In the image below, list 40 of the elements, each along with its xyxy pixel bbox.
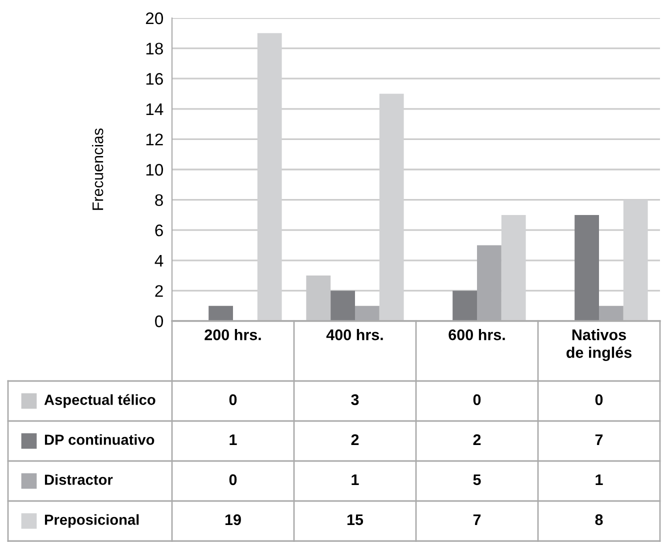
y-axis-title: Frecuencias xyxy=(92,128,104,210)
legend-label: DP continuativo xyxy=(44,434,154,445)
legend-label: Aspectual télico xyxy=(44,394,156,408)
y-tick-label: 14 xyxy=(146,103,164,115)
data-label: 15 xyxy=(347,514,364,526)
data-label: 1 xyxy=(230,434,237,445)
legend-label: Distractor xyxy=(44,474,113,485)
y-tick-label: 2 xyxy=(155,285,163,297)
y-tick-label: 12 xyxy=(146,134,163,146)
x-tick-label: 400 hrs. xyxy=(326,329,383,340)
data-label: 1 xyxy=(352,474,359,485)
x-tick-label: 200 hrs. xyxy=(204,329,261,340)
legend-label: Preposicional xyxy=(44,514,139,528)
bar xyxy=(330,290,355,321)
y-tick-label: 20 xyxy=(146,12,164,24)
y-tick-label: 10 xyxy=(146,164,164,176)
data-label: 2 xyxy=(473,434,481,445)
y-tick-label: 4 xyxy=(154,254,164,266)
y-tick-label: 16 xyxy=(146,73,163,85)
data-label: 19 xyxy=(225,514,241,526)
bar xyxy=(452,290,477,321)
data-label: 3 xyxy=(351,394,359,406)
y-tick-label: 0 xyxy=(155,315,164,328)
data-label: 5 xyxy=(473,474,481,486)
data-label: 0 xyxy=(229,474,237,486)
y-tick-label: 18 xyxy=(146,42,163,55)
data-label: 0 xyxy=(473,394,481,406)
bar xyxy=(574,214,599,321)
data-label: 1 xyxy=(596,474,603,485)
bar xyxy=(208,306,233,321)
data-label: 7 xyxy=(595,434,603,445)
x-tick-label: Nativos de inglés xyxy=(566,329,632,362)
y-tick-label: 6 xyxy=(155,224,163,236)
x-tick-label: 600 hrs. xyxy=(448,329,505,340)
data-label: 2 xyxy=(351,434,359,445)
data-label: 7 xyxy=(473,514,481,525)
data-label: 0 xyxy=(229,394,237,406)
y-tick-label: 8 xyxy=(155,194,163,206)
data-label: 8 xyxy=(595,514,603,526)
data-label: 0 xyxy=(595,394,603,406)
